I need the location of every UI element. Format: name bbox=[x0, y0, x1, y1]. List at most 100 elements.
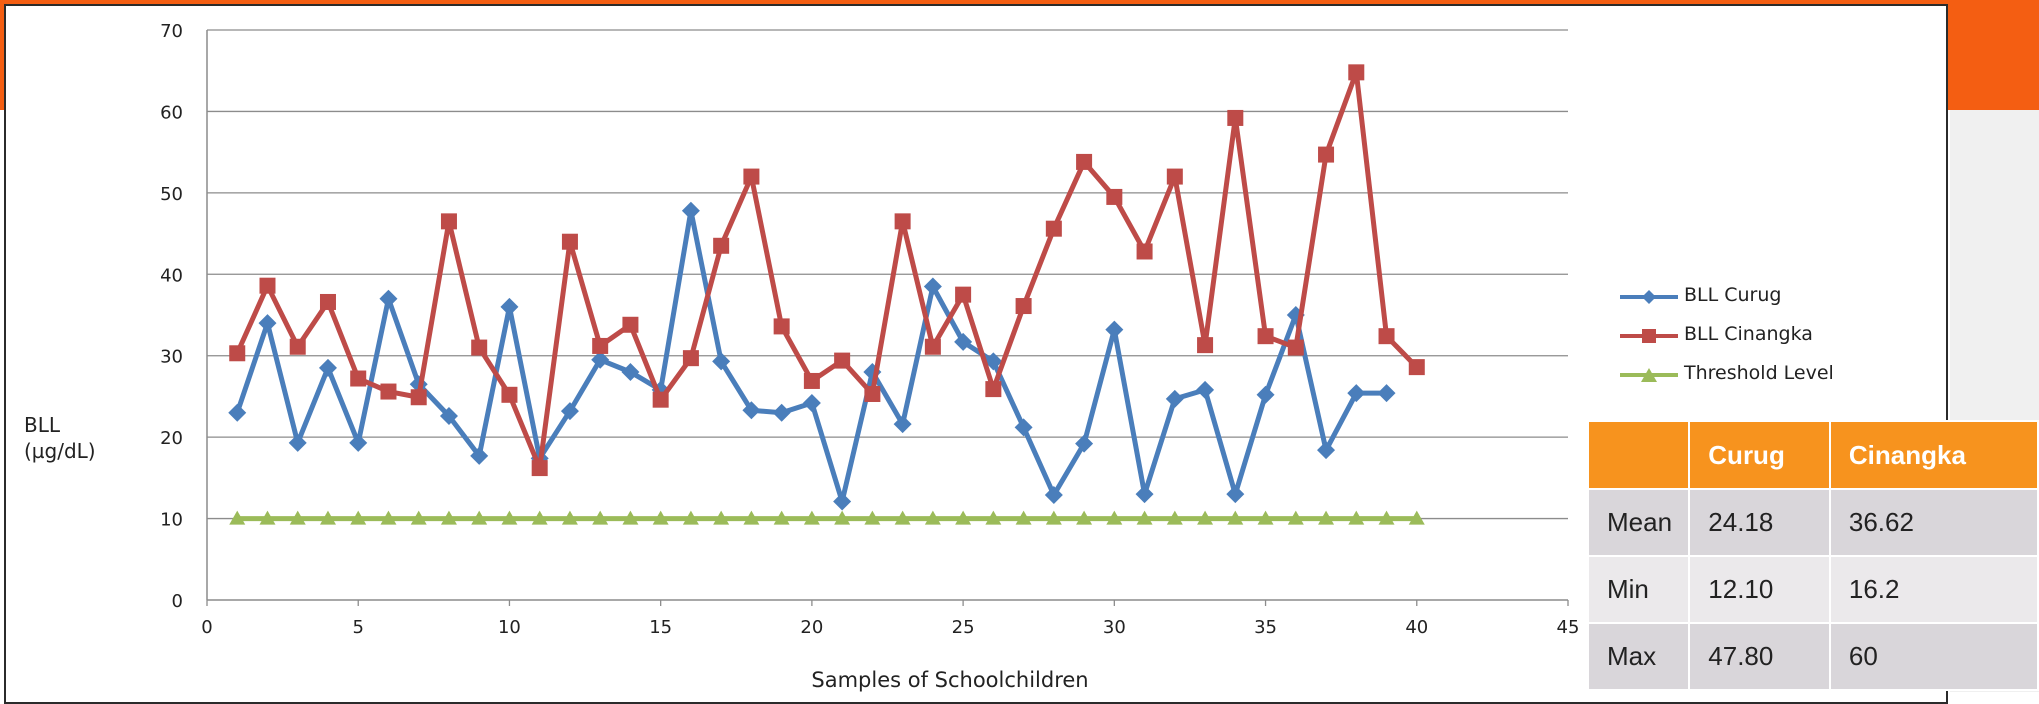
data-point-threshold bbox=[743, 510, 760, 525]
data-point-cinangka bbox=[1408, 359, 1425, 376]
y-tick-label: 70 bbox=[160, 21, 183, 42]
data-point-threshold bbox=[652, 510, 669, 525]
data-point-threshold bbox=[803, 510, 820, 525]
y-tick-label: 20 bbox=[160, 428, 183, 449]
data-point-threshold bbox=[440, 510, 457, 525]
data-point-curug bbox=[802, 393, 821, 412]
stats-cell-label: Max bbox=[1586, 622, 1691, 691]
stats-row-min: Min 12.10 16.2 bbox=[1586, 555, 2039, 624]
data-point-cinangka bbox=[622, 316, 639, 333]
data-point-threshold bbox=[1227, 510, 1244, 525]
x-tick-label: 35 bbox=[1254, 617, 1277, 638]
y-tick-label: 40 bbox=[160, 265, 183, 286]
data-point-curug bbox=[833, 492, 852, 511]
data-point-cinangka bbox=[1076, 153, 1093, 170]
data-point-cinangka bbox=[985, 381, 1002, 398]
x-tick-label: 5 bbox=[352, 617, 363, 638]
data-point-cinangka bbox=[1136, 243, 1153, 260]
data-point-threshold bbox=[501, 510, 518, 525]
data-point-curug bbox=[349, 433, 368, 452]
data-point-cinangka bbox=[803, 372, 820, 389]
legend-swatch-cinangka bbox=[1620, 329, 1678, 343]
data-point-threshold bbox=[773, 510, 790, 525]
data-point-threshold bbox=[410, 510, 427, 525]
data-point-cinangka bbox=[924, 338, 941, 355]
legend-label-curug: BLL Curug bbox=[1684, 284, 1782, 306]
stats-cell-label: Min bbox=[1586, 555, 1691, 624]
data-point-cinangka bbox=[773, 318, 790, 335]
stats-cell-cinangka: 60 bbox=[1828, 622, 2039, 691]
data-point-cinangka bbox=[561, 233, 578, 250]
data-point-curug bbox=[1075, 434, 1094, 453]
stats-cell-cinangka: 16.2 bbox=[1828, 555, 2039, 624]
y-axis-label-line2: (µg/dL) bbox=[24, 439, 96, 463]
data-point-cinangka bbox=[531, 460, 548, 477]
data-point-curug bbox=[712, 352, 731, 371]
data-point-curug bbox=[560, 402, 579, 421]
data-point-threshold bbox=[1348, 510, 1365, 525]
data-point-curug bbox=[1347, 384, 1366, 403]
data-point-cinangka bbox=[894, 213, 911, 230]
data-point-curug bbox=[923, 277, 942, 296]
data-point-threshold bbox=[1015, 510, 1032, 525]
data-point-cinangka bbox=[440, 213, 457, 230]
data-point-cinangka bbox=[319, 293, 336, 310]
data-point-curug bbox=[621, 363, 640, 381]
data-point-cinangka bbox=[1257, 328, 1274, 345]
data-point-curug bbox=[1196, 380, 1215, 399]
data-point-cinangka bbox=[713, 237, 730, 254]
data-point-curug bbox=[1135, 485, 1154, 504]
stats-row-max: Max 47.80 60 bbox=[1586, 622, 2039, 691]
data-point-curug bbox=[318, 358, 337, 377]
legend-label-threshold: Threshold Level bbox=[1684, 362, 1834, 384]
data-point-threshold bbox=[471, 510, 488, 525]
data-point-threshold bbox=[864, 510, 881, 525]
y-axis-label-line1: BLL bbox=[24, 413, 61, 437]
data-point-cinangka bbox=[834, 352, 851, 369]
data-point-threshold bbox=[561, 510, 578, 525]
y-tick-label: 50 bbox=[160, 184, 183, 205]
data-point-curug bbox=[1044, 485, 1063, 504]
y-tick-label: 10 bbox=[160, 510, 183, 531]
data-point-threshold bbox=[1318, 510, 1335, 525]
data-point-cinangka bbox=[1287, 339, 1304, 356]
data-point-cinangka bbox=[501, 386, 518, 403]
data-point-threshold bbox=[1076, 510, 1093, 525]
data-point-cinangka bbox=[1106, 188, 1123, 205]
data-point-curug bbox=[1226, 485, 1245, 504]
data-point-threshold bbox=[1257, 510, 1274, 525]
data-point-cinangka bbox=[289, 338, 306, 355]
data-point-curug bbox=[954, 332, 973, 351]
data-point-cinangka bbox=[1378, 328, 1395, 345]
data-point-curug bbox=[1256, 385, 1275, 404]
data-point-curug bbox=[681, 201, 700, 220]
y-tick-label: 60 bbox=[160, 102, 183, 123]
data-point-curug bbox=[772, 403, 791, 422]
data-point-threshold bbox=[1136, 510, 1153, 525]
data-point-cinangka bbox=[652, 391, 669, 408]
data-point-threshold bbox=[682, 510, 699, 525]
data-point-threshold bbox=[259, 510, 276, 525]
data-point-curug bbox=[893, 415, 912, 434]
data-point-threshold bbox=[380, 510, 397, 525]
y-tick-label: 0 bbox=[172, 591, 183, 612]
data-point-threshold bbox=[592, 510, 609, 525]
data-point-cinangka bbox=[743, 168, 760, 185]
data-point-cinangka bbox=[1318, 146, 1335, 163]
y-tick-label: 30 bbox=[160, 347, 183, 368]
data-point-threshold bbox=[1197, 510, 1214, 525]
data-point-curug bbox=[258, 314, 277, 333]
data-point-threshold bbox=[924, 510, 941, 525]
data-point-curug bbox=[1317, 441, 1336, 460]
data-point-curug bbox=[984, 352, 1003, 371]
x-tick-label: 20 bbox=[800, 617, 823, 638]
data-point-curug bbox=[439, 406, 458, 425]
data-point-cinangka bbox=[1227, 109, 1244, 126]
stats-header-row: Curug Cinangka bbox=[1586, 420, 2039, 490]
data-point-threshold bbox=[713, 510, 730, 525]
data-point-cinangka bbox=[955, 286, 972, 303]
stats-header-curug: Curug bbox=[1688, 420, 1831, 490]
data-point-threshold bbox=[955, 510, 972, 525]
data-point-cinangka bbox=[259, 277, 276, 294]
